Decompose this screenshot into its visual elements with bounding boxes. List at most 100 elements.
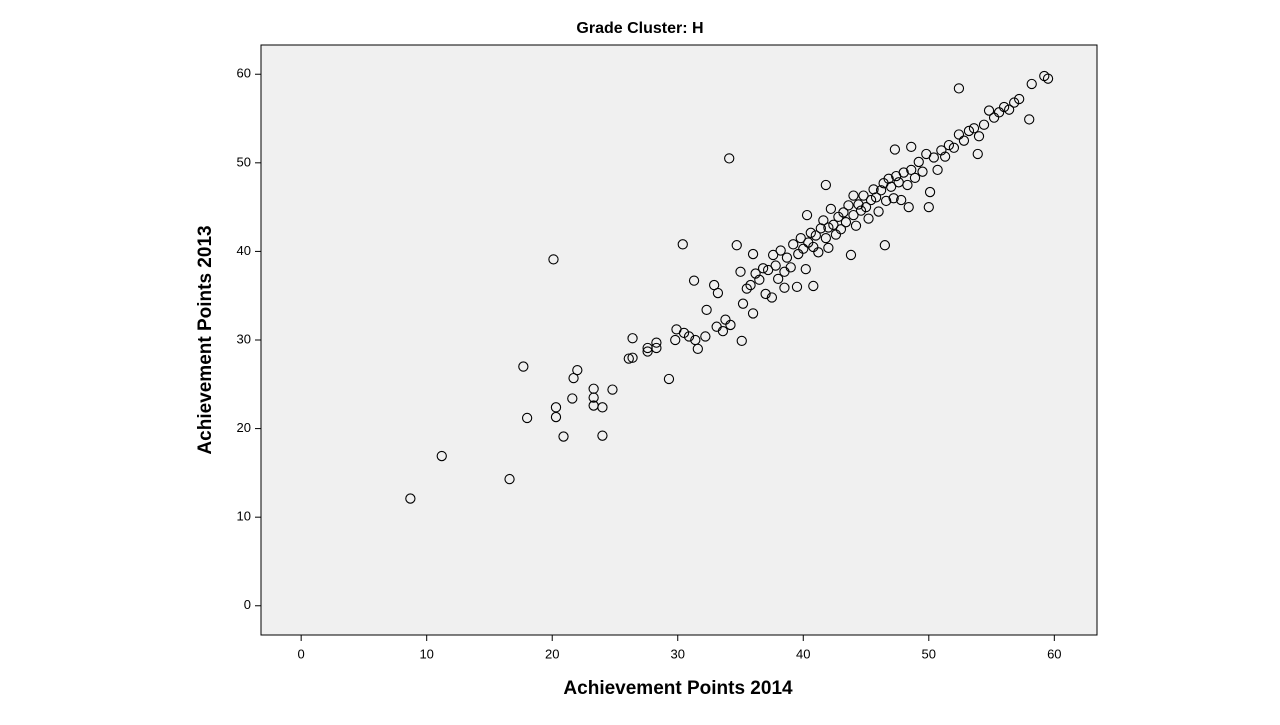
point xyxy=(913,156,924,168)
y-tick-label: 60 xyxy=(237,66,251,81)
point xyxy=(917,166,928,177)
point xyxy=(903,201,914,213)
point xyxy=(627,352,638,363)
point xyxy=(840,217,852,228)
point xyxy=(972,148,983,160)
point xyxy=(973,131,985,142)
y-tick-label: 20 xyxy=(237,420,251,435)
point xyxy=(953,129,965,140)
x-tick-label: 20 xyxy=(545,646,559,661)
point xyxy=(1024,114,1035,125)
point xyxy=(567,393,578,404)
point xyxy=(781,252,793,263)
point xyxy=(845,249,857,261)
point xyxy=(953,83,965,94)
point xyxy=(762,264,774,276)
point xyxy=(978,119,990,130)
point xyxy=(724,153,735,164)
point xyxy=(651,342,662,354)
point xyxy=(700,331,711,342)
point xyxy=(760,288,771,300)
point xyxy=(939,151,951,162)
point xyxy=(518,361,529,372)
point xyxy=(773,273,784,285)
y-tick-label: 30 xyxy=(237,331,251,346)
point xyxy=(741,283,752,294)
point xyxy=(983,105,995,116)
point xyxy=(558,431,569,442)
point xyxy=(1042,73,1054,84)
x-tick-label: 10 xyxy=(419,646,433,661)
point xyxy=(928,152,939,163)
point xyxy=(737,298,749,309)
point xyxy=(745,279,756,291)
x-axis-title: Achievement Points 2014 xyxy=(563,678,793,699)
point xyxy=(801,209,813,221)
point xyxy=(623,353,634,364)
point xyxy=(701,304,712,316)
point xyxy=(885,181,897,192)
point xyxy=(808,280,819,292)
point xyxy=(725,319,736,331)
point xyxy=(848,190,859,201)
point xyxy=(863,213,874,224)
point xyxy=(923,201,934,213)
point xyxy=(504,473,515,485)
point xyxy=(791,281,803,292)
point xyxy=(870,192,882,203)
point xyxy=(747,308,759,319)
point xyxy=(868,184,879,195)
point xyxy=(712,287,724,299)
point xyxy=(813,247,824,258)
point xyxy=(815,223,826,234)
point xyxy=(810,230,821,241)
point xyxy=(642,346,653,357)
point xyxy=(788,239,799,250)
point xyxy=(785,262,796,273)
y-tick-label: 10 xyxy=(237,509,251,524)
point xyxy=(767,249,779,261)
point xyxy=(835,224,847,235)
x-tick-label: 50 xyxy=(922,646,936,661)
point xyxy=(932,164,943,176)
point xyxy=(692,343,703,355)
point xyxy=(843,200,854,211)
point xyxy=(607,384,618,395)
point xyxy=(873,206,884,217)
point xyxy=(663,373,675,385)
point xyxy=(770,260,781,271)
point xyxy=(883,173,894,184)
point xyxy=(936,145,947,156)
point xyxy=(436,450,447,462)
point xyxy=(968,123,980,134)
point xyxy=(888,193,899,204)
point xyxy=(731,240,742,251)
point xyxy=(775,245,786,256)
point xyxy=(800,263,811,275)
point xyxy=(795,232,806,244)
point xyxy=(670,334,681,346)
point xyxy=(1026,78,1037,90)
point xyxy=(805,227,816,238)
point xyxy=(820,232,832,244)
point xyxy=(651,337,662,348)
y-tick-label: 50 xyxy=(237,154,251,169)
point xyxy=(766,292,778,303)
point xyxy=(550,411,562,423)
point xyxy=(736,335,747,347)
point xyxy=(889,144,901,155)
point xyxy=(825,203,837,215)
point xyxy=(521,412,533,424)
x-tick-label: 60 xyxy=(1047,646,1061,661)
point xyxy=(588,392,599,403)
point xyxy=(865,194,877,206)
point xyxy=(717,325,729,337)
point xyxy=(943,139,955,151)
point xyxy=(548,254,559,265)
x-tick-label: 40 xyxy=(796,646,810,661)
point xyxy=(958,135,970,146)
point xyxy=(820,179,832,191)
point xyxy=(902,179,913,191)
y-tick-label: 0 xyxy=(244,597,251,612)
